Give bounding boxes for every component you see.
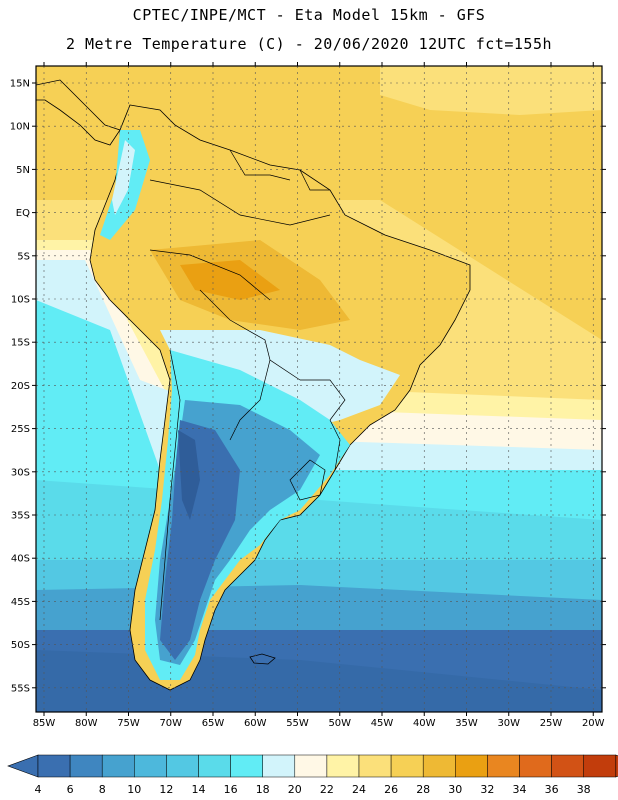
lat-label: 55S (11, 683, 30, 694)
colorbar-swatch (455, 754, 488, 778)
lat-label: 15S (11, 338, 30, 349)
colorbar-swatch (294, 754, 328, 778)
lon-label: 65W (202, 718, 225, 729)
lon-label: 70W (159, 718, 182, 729)
colorbar-label: 6 (67, 783, 74, 796)
colorbar-swatch (390, 754, 424, 778)
colorbar-label: 36 (545, 783, 559, 796)
colorbar-swatch (326, 754, 360, 778)
colorbar-label: 34 (513, 783, 527, 796)
lon-label: 35W (455, 718, 478, 729)
colorbar-high-arrow (615, 754, 618, 778)
map-frame (35, 65, 603, 713)
lat-label: 35S (11, 511, 30, 522)
graticule (36, 66, 602, 712)
title-line-2: 2 Metre Temperature (C) - 20/06/2020 12U… (65, 35, 553, 53)
lat-label: 45S (11, 597, 30, 608)
colorbar-label: 18 (256, 783, 270, 796)
colorbar-label: 38 (577, 783, 591, 796)
colorbar-swatch (230, 754, 263, 778)
country-borders (149, 149, 346, 621)
lon-label: 25W (540, 718, 563, 729)
lon-label: 50W (328, 718, 351, 729)
latitude-labels: 15N 10N 5N EQ 5S 10S 15S 20S 25S 30S 35S 40S 45S 50S 5… (10, 79, 30, 695)
title-line-1: CPTEC/INPE/MCT - Eta Model 15km - GFS (132, 6, 486, 24)
lat-label: 15N (10, 79, 30, 90)
lon-label: 55W (286, 718, 309, 729)
colorbar-label: 28 (416, 783, 430, 796)
colorbar-label: 26 (384, 783, 398, 796)
colorbar-label: 14 (192, 783, 206, 796)
lat-label: 40S (11, 554, 30, 565)
lat-label: 5N (16, 165, 30, 176)
lon-label: 30W (497, 718, 520, 729)
colorbar-label: 4 (35, 783, 42, 796)
colorbar-swatch (101, 754, 135, 778)
colorbar-swatch (198, 754, 231, 778)
colorbar-swatch (134, 754, 167, 778)
lat-label: 20S (11, 381, 30, 392)
colorbar-label: 16 (224, 783, 238, 796)
axis-ticks (32, 62, 606, 716)
colorbar-swatch (519, 754, 552, 778)
lon-label: 85W (33, 718, 56, 729)
colorbar-label: 24 (352, 783, 366, 796)
colorbar-label: 32 (480, 783, 494, 796)
colorbar-swatch (166, 754, 199, 778)
colorbar (7, 754, 618, 778)
colorbar-low-arrow (7, 754, 39, 778)
lat-label: 10S (11, 295, 30, 306)
longitude-labels: 85W 80W 75W 70W 65W 60W 55W 50W 45W 40W 35W 30W 25W 2… (33, 718, 605, 729)
lat-label: 50S (11, 640, 30, 651)
lon-label: 40W (413, 718, 436, 729)
colorbar-swatch (422, 754, 456, 778)
colorbar-label: 22 (320, 783, 334, 796)
lat-label: 10N (10, 122, 30, 133)
lon-label: 45W (371, 718, 394, 729)
colorbar-swatch (69, 754, 103, 778)
colorbar-label: 10 (127, 783, 141, 796)
lat-label: 30S (11, 467, 30, 478)
lat-label: 5S (17, 251, 30, 262)
colorbar-swatch (358, 754, 392, 778)
lat-label: 25S (11, 424, 30, 435)
central-america-land (36, 79, 121, 146)
colorbar-swatch (551, 754, 584, 778)
lon-label: 75W (117, 718, 140, 729)
colorbar-label: 8 (99, 783, 106, 796)
colorbar-swatch (262, 754, 296, 778)
colorbar-swatch (583, 754, 617, 778)
lon-label: 80W (75, 718, 98, 729)
colorbar-swatch (487, 754, 520, 778)
colorbar-labels: 4 6 8 10 12 14 16 18 20 22 24 26 28 30 32 34 36 38 (35, 783, 591, 796)
lon-label: 20W (582, 718, 605, 729)
colorbar-label: 12 (159, 783, 173, 796)
falkland-islands (249, 653, 276, 665)
colorbar-swatch (37, 754, 71, 778)
colorbar-label: 30 (448, 783, 462, 796)
temperature-field (36, 66, 602, 712)
colorbar-label: 20 (288, 783, 302, 796)
lat-label: EQ (16, 208, 30, 219)
lon-label: 60W (244, 718, 267, 729)
